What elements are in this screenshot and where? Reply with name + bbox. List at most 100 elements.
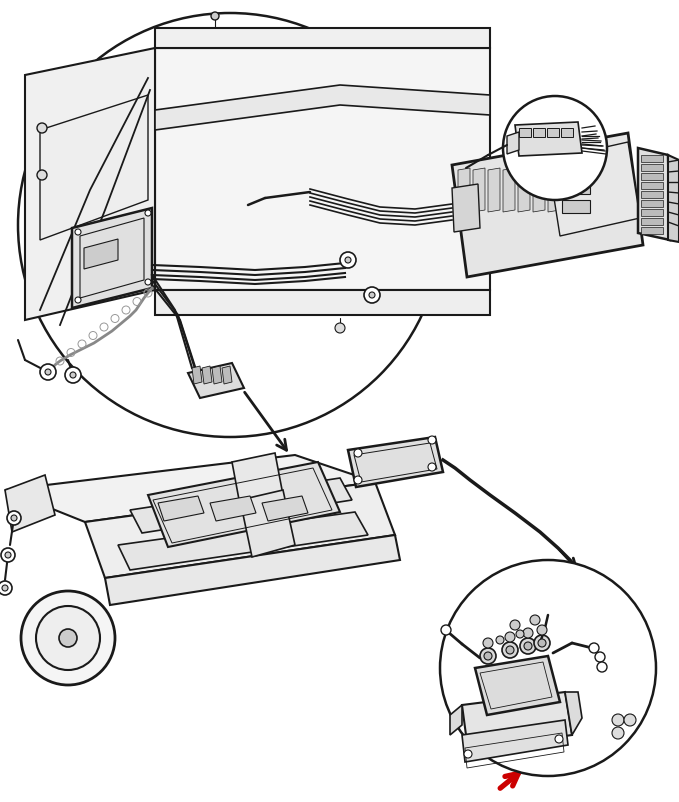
Polygon shape bbox=[118, 512, 368, 570]
Polygon shape bbox=[158, 496, 204, 521]
Polygon shape bbox=[473, 168, 485, 212]
Circle shape bbox=[145, 279, 151, 285]
Bar bbox=[641, 218, 663, 225]
Bar bbox=[641, 164, 663, 171]
Polygon shape bbox=[548, 142, 640, 236]
Circle shape bbox=[21, 591, 115, 685]
Polygon shape bbox=[450, 705, 462, 735]
Polygon shape bbox=[222, 366, 232, 384]
Circle shape bbox=[5, 552, 11, 558]
Circle shape bbox=[555, 735, 563, 743]
Circle shape bbox=[7, 511, 21, 525]
Circle shape bbox=[537, 625, 547, 635]
Polygon shape bbox=[503, 168, 515, 212]
Circle shape bbox=[40, 364, 56, 380]
Circle shape bbox=[589, 643, 599, 653]
Circle shape bbox=[503, 96, 607, 200]
Bar bbox=[641, 173, 663, 180]
Circle shape bbox=[37, 123, 47, 133]
Polygon shape bbox=[458, 168, 470, 212]
Circle shape bbox=[530, 615, 540, 625]
Circle shape bbox=[145, 210, 151, 216]
Polygon shape bbox=[565, 692, 582, 735]
Circle shape bbox=[480, 648, 496, 664]
Circle shape bbox=[496, 636, 504, 644]
Circle shape bbox=[612, 727, 624, 739]
Polygon shape bbox=[475, 656, 560, 715]
Circle shape bbox=[11, 515, 17, 521]
Circle shape bbox=[369, 292, 375, 298]
Polygon shape bbox=[25, 48, 155, 320]
Circle shape bbox=[534, 635, 550, 651]
Polygon shape bbox=[348, 437, 443, 487]
Circle shape bbox=[36, 606, 100, 670]
Circle shape bbox=[595, 652, 605, 662]
Polygon shape bbox=[155, 290, 490, 315]
Polygon shape bbox=[155, 85, 490, 130]
Circle shape bbox=[484, 652, 492, 660]
Polygon shape bbox=[533, 168, 545, 212]
Circle shape bbox=[524, 642, 532, 650]
Circle shape bbox=[45, 369, 51, 375]
Circle shape bbox=[464, 750, 472, 758]
Circle shape bbox=[510, 620, 520, 630]
Polygon shape bbox=[518, 168, 530, 212]
Circle shape bbox=[345, 257, 351, 263]
Polygon shape bbox=[148, 462, 340, 547]
Bar bbox=[561, 128, 573, 137]
Circle shape bbox=[428, 463, 436, 471]
Polygon shape bbox=[85, 482, 395, 578]
Polygon shape bbox=[563, 168, 575, 212]
Bar bbox=[562, 200, 590, 213]
Polygon shape bbox=[578, 168, 590, 212]
Circle shape bbox=[75, 297, 81, 303]
Bar bbox=[519, 128, 531, 137]
Circle shape bbox=[483, 638, 493, 648]
Circle shape bbox=[440, 560, 656, 776]
Circle shape bbox=[1, 548, 15, 562]
Circle shape bbox=[2, 585, 8, 591]
Circle shape bbox=[354, 449, 362, 457]
Polygon shape bbox=[105, 535, 400, 605]
Polygon shape bbox=[5, 455, 375, 522]
Circle shape bbox=[612, 714, 624, 726]
Polygon shape bbox=[240, 490, 295, 557]
Circle shape bbox=[506, 646, 514, 654]
Circle shape bbox=[502, 642, 518, 658]
Polygon shape bbox=[262, 496, 308, 521]
Bar bbox=[641, 182, 663, 189]
Circle shape bbox=[75, 229, 81, 235]
Bar bbox=[641, 155, 663, 162]
Bar bbox=[641, 191, 663, 198]
Polygon shape bbox=[515, 122, 582, 156]
Polygon shape bbox=[188, 363, 244, 398]
Circle shape bbox=[70, 372, 76, 378]
Polygon shape bbox=[668, 155, 679, 242]
Circle shape bbox=[37, 170, 47, 180]
Polygon shape bbox=[507, 132, 519, 154]
Polygon shape bbox=[130, 478, 352, 533]
Polygon shape bbox=[72, 208, 152, 308]
Circle shape bbox=[340, 252, 356, 268]
Circle shape bbox=[428, 436, 436, 444]
Polygon shape bbox=[212, 366, 222, 384]
Polygon shape bbox=[638, 148, 670, 240]
Circle shape bbox=[597, 662, 607, 672]
Circle shape bbox=[505, 632, 515, 642]
Circle shape bbox=[364, 287, 380, 303]
Polygon shape bbox=[40, 95, 148, 240]
Bar bbox=[562, 163, 590, 176]
Circle shape bbox=[624, 714, 636, 726]
Polygon shape bbox=[462, 692, 572, 750]
Polygon shape bbox=[452, 184, 480, 232]
Bar bbox=[547, 128, 559, 137]
Circle shape bbox=[538, 639, 546, 647]
Polygon shape bbox=[155, 28, 490, 48]
Polygon shape bbox=[462, 720, 568, 762]
Bar bbox=[641, 200, 663, 207]
Bar bbox=[641, 227, 663, 234]
Bar bbox=[641, 209, 663, 216]
Polygon shape bbox=[192, 366, 202, 384]
Circle shape bbox=[0, 581, 12, 595]
Polygon shape bbox=[548, 168, 560, 212]
